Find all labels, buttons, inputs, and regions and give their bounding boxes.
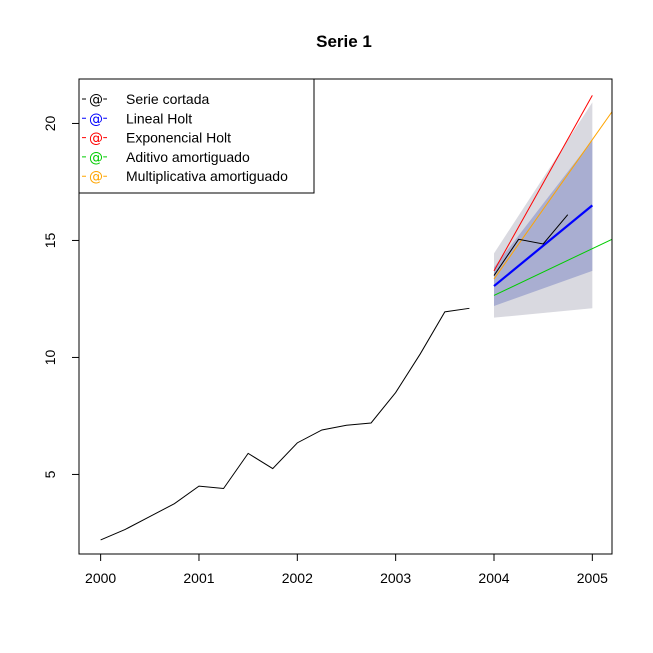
series-line-multiplicativa-amortiguado xyxy=(493,111,612,280)
legend-label: Lineal Holt xyxy=(126,110,192,126)
series-line-exponencial-holt xyxy=(493,95,593,272)
y-tick-label: 15 xyxy=(42,232,58,248)
x-tick-label: 2001 xyxy=(183,570,214,586)
x-tick-label: 2005 xyxy=(577,570,608,586)
band-inner xyxy=(493,139,593,306)
legend-label: Serie cortada xyxy=(126,91,209,107)
legend-label: Exponencial Holt xyxy=(126,130,231,146)
x-tick-label: 2002 xyxy=(282,570,313,586)
series-line-serie-cortada xyxy=(100,307,470,541)
chart-title: Serie 1 xyxy=(316,32,372,51)
legend-label: Aditivo amortiguado xyxy=(126,149,250,165)
legend: @ Serie cortada @ Lineal Holt @ Exponencial H… xyxy=(78,78,315,194)
x-tick-label: 2003 xyxy=(380,570,411,586)
y-tick-label: 5 xyxy=(42,470,58,478)
legend-item: @ Serie cortada xyxy=(82,91,209,109)
legend-glyph: @ xyxy=(89,169,103,185)
legend-label: Multiplicativa amortiguado xyxy=(126,168,288,184)
x-tick-label: 2004 xyxy=(478,570,509,586)
legend-glyph: @ xyxy=(89,131,103,147)
y-tick-label: 10 xyxy=(42,349,58,365)
series-line-aditivo-amortiguado xyxy=(493,238,612,296)
legend-box xyxy=(78,78,315,194)
legend-item: @ Exponencial Holt xyxy=(82,129,231,148)
axes: 2000 2001 2002 2003 2004 2005 5 10 15 20 xyxy=(42,115,608,586)
series-lines xyxy=(100,95,612,541)
legend-glyph: @ xyxy=(89,111,103,127)
legend-item: @ Lineal Holt xyxy=(82,110,192,129)
legend-item: @ Aditivo amortiguado xyxy=(82,149,250,167)
x-tick-label: 2000 xyxy=(85,570,116,586)
y-tick-label: 20 xyxy=(42,115,58,131)
series-line-test xyxy=(493,214,569,276)
legend-glyph: @ xyxy=(89,92,103,108)
series-line-lineal-holt xyxy=(493,204,594,287)
legend-glyph: @ xyxy=(89,150,103,166)
legend-item: @ Multiplicativa amortiguado xyxy=(82,168,288,186)
